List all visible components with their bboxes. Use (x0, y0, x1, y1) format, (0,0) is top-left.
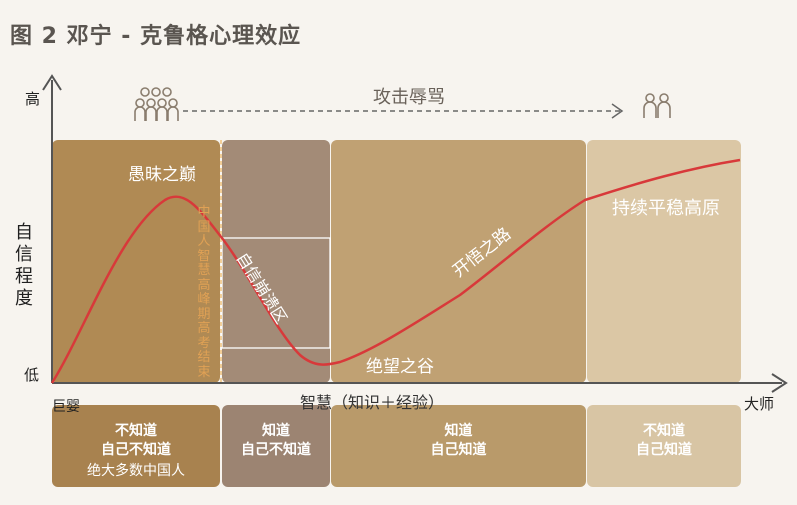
panel-conscious-incompetence (222, 140, 330, 383)
band-4-line2: 自己知道 (636, 442, 692, 458)
y-high-label: 高 (25, 90, 41, 108)
band-3-line2: 自己知道 (430, 442, 487, 458)
band-1-sub: 绝大多数中国人 (87, 463, 185, 479)
y-axis-title: 自信程度 (15, 222, 33, 309)
band-1: 不知道 自己不知道 绝大多数中国人 (52, 422, 220, 481)
group-people-icon (134, 87, 179, 121)
band-4-line1: 不知道 (643, 423, 685, 439)
band-3-line1: 知道 (444, 423, 473, 439)
two-people-icon (643, 93, 671, 118)
panel-unconscious-incompetence (52, 140, 220, 383)
x-axis-arrow (771, 373, 788, 393)
attack-arrowhead (611, 103, 624, 119)
y-low-label: 低 (24, 366, 40, 384)
plateau-label: 持续平稳高原 (612, 198, 720, 219)
panel-unconscious-competence (587, 140, 741, 383)
band-1-line1: 不知道 (115, 423, 157, 439)
figure-title: 图 2 邓宁 - 克鲁格心理效应 (10, 24, 302, 49)
band-bg-2 (222, 405, 330, 487)
band-3: 知道 自己知道 (331, 422, 586, 460)
collapse-zone-box (221, 237, 331, 349)
band-2: 知道 自己不知道 (222, 422, 330, 460)
gaokao-note: 中国人智慧高峰期高考结束 (197, 205, 211, 380)
band-2-line1: 知道 (262, 423, 290, 439)
x-axis-title: 智慧（知识＋经验） (300, 393, 445, 412)
valley-label: 绝望之谷 (366, 357, 434, 377)
peak-label: 愚昧之巅 (128, 165, 196, 185)
x-end-label: 大师 (744, 395, 775, 413)
band-4: 不知道 自己知道 (587, 422, 741, 460)
attack-label: 攻击辱骂 (373, 87, 445, 108)
y-axis-arrow (42, 74, 62, 91)
panel-conscious-competence (331, 140, 586, 383)
band-bg-1 (52, 405, 220, 487)
band-bg-4 (587, 405, 741, 487)
band-bg-3 (331, 405, 586, 487)
band-2-line2: 自己不知道 (241, 442, 311, 458)
confidence-curve (50, 158, 741, 384)
x-start-label: 巨婴 (52, 399, 80, 415)
band-1-line2: 自己不知道 (101, 442, 171, 458)
